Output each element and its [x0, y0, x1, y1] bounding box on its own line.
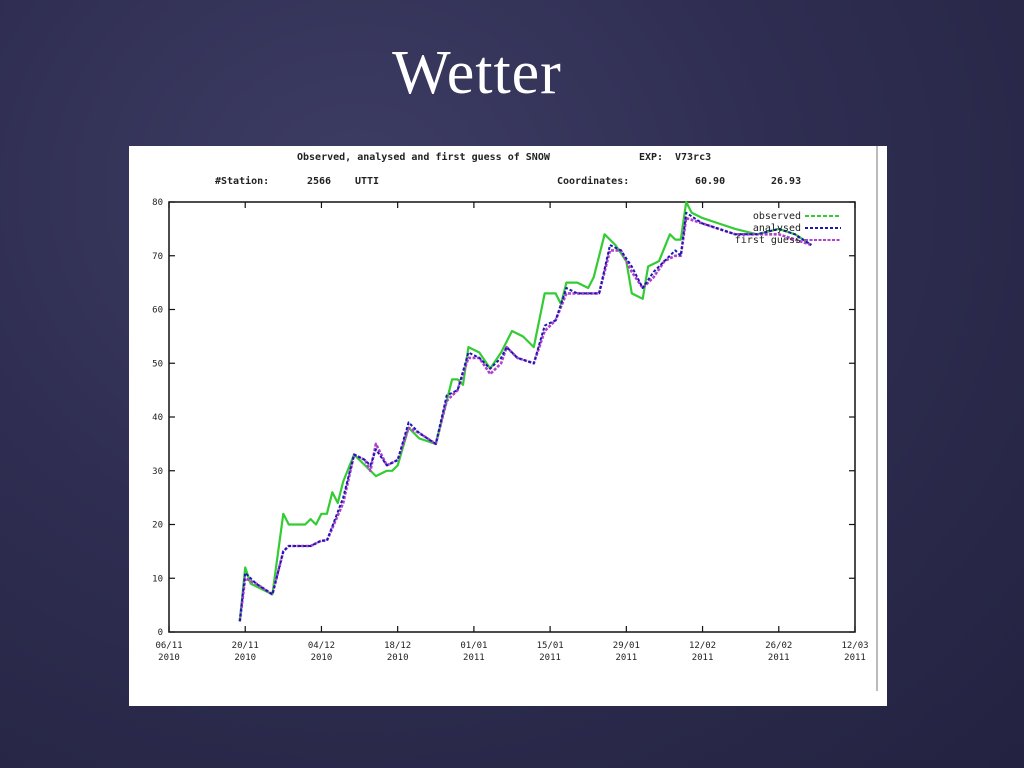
coordinate-lat: 60.90	[695, 176, 726, 187]
series-line-observed	[238, 200, 813, 622]
x-tick-label: 12/02	[689, 641, 716, 651]
coordinates-label: Coordinates:	[557, 176, 630, 187]
y-tick-label: 20	[152, 521, 163, 531]
x-tick-year-label: 2011	[615, 653, 637, 663]
chart-title: Observed, analysed and first guess of SN…	[297, 152, 550, 163]
x-tick-year-label: 2010	[234, 653, 256, 663]
chart-image: Observed, analysed and first guess of SN…	[129, 146, 887, 706]
legend-label-first-guess: first guess	[735, 235, 801, 246]
y-tick-label: 40	[152, 413, 163, 423]
y-tick-label: 0	[158, 628, 163, 638]
x-tick-year-label: 2011	[692, 653, 714, 663]
x-tick-year-label: 2010	[387, 653, 409, 663]
snow-line-chart: 0 10 20 30 40 50 60 70 80 06/11 2010 20/11 2010 04/12…	[152, 146, 878, 691]
exp-label: EXP:	[639, 152, 664, 163]
x-tick-year-label: 2011	[539, 653, 561, 663]
legend-label-analysed: analysed	[753, 223, 801, 234]
x-tick-label: 04/12	[308, 641, 335, 651]
x-tick-label: 18/12	[384, 641, 411, 651]
slide-title: Wetter	[392, 39, 562, 107]
coordinate-lon: 26.93	[771, 176, 802, 187]
x-tick-year-label: 2010	[158, 653, 180, 663]
x-tick-label: 20/11	[232, 641, 259, 651]
y-tick-label: 80	[152, 198, 163, 208]
y-tick-label: 50	[152, 359, 163, 369]
x-tick-year-label: 2011	[768, 653, 790, 663]
station-label: #Station:	[215, 176, 270, 187]
y-tick-label: 60	[152, 306, 163, 316]
x-tick-label: 15/01	[537, 641, 564, 651]
x-tick-label: 26/02	[765, 641, 792, 651]
legend-label-observed: observed	[753, 211, 801, 222]
station-id: 2566	[307, 176, 332, 187]
y-tick-label: 70	[152, 252, 163, 262]
x-tick-label: 01/01	[460, 641, 487, 651]
y-tick-label: 10	[152, 574, 163, 584]
x-tick-label: 29/01	[613, 641, 640, 651]
exp-value: V73rc3	[675, 152, 712, 163]
series-line-analysed	[238, 211, 812, 622]
series-line-first-guess	[238, 216, 812, 622]
y-tick-label: 30	[152, 467, 163, 477]
plot-frame	[168, 201, 856, 633]
x-tick-year-label: 2010	[311, 653, 333, 663]
x-tick-year-label: 2011	[844, 653, 866, 663]
x-tick-label: 06/11	[155, 641, 182, 651]
station-name: UTTI	[355, 176, 380, 187]
x-tick-year-label: 2011	[463, 653, 485, 663]
x-tick-label: 12/03	[841, 641, 868, 651]
